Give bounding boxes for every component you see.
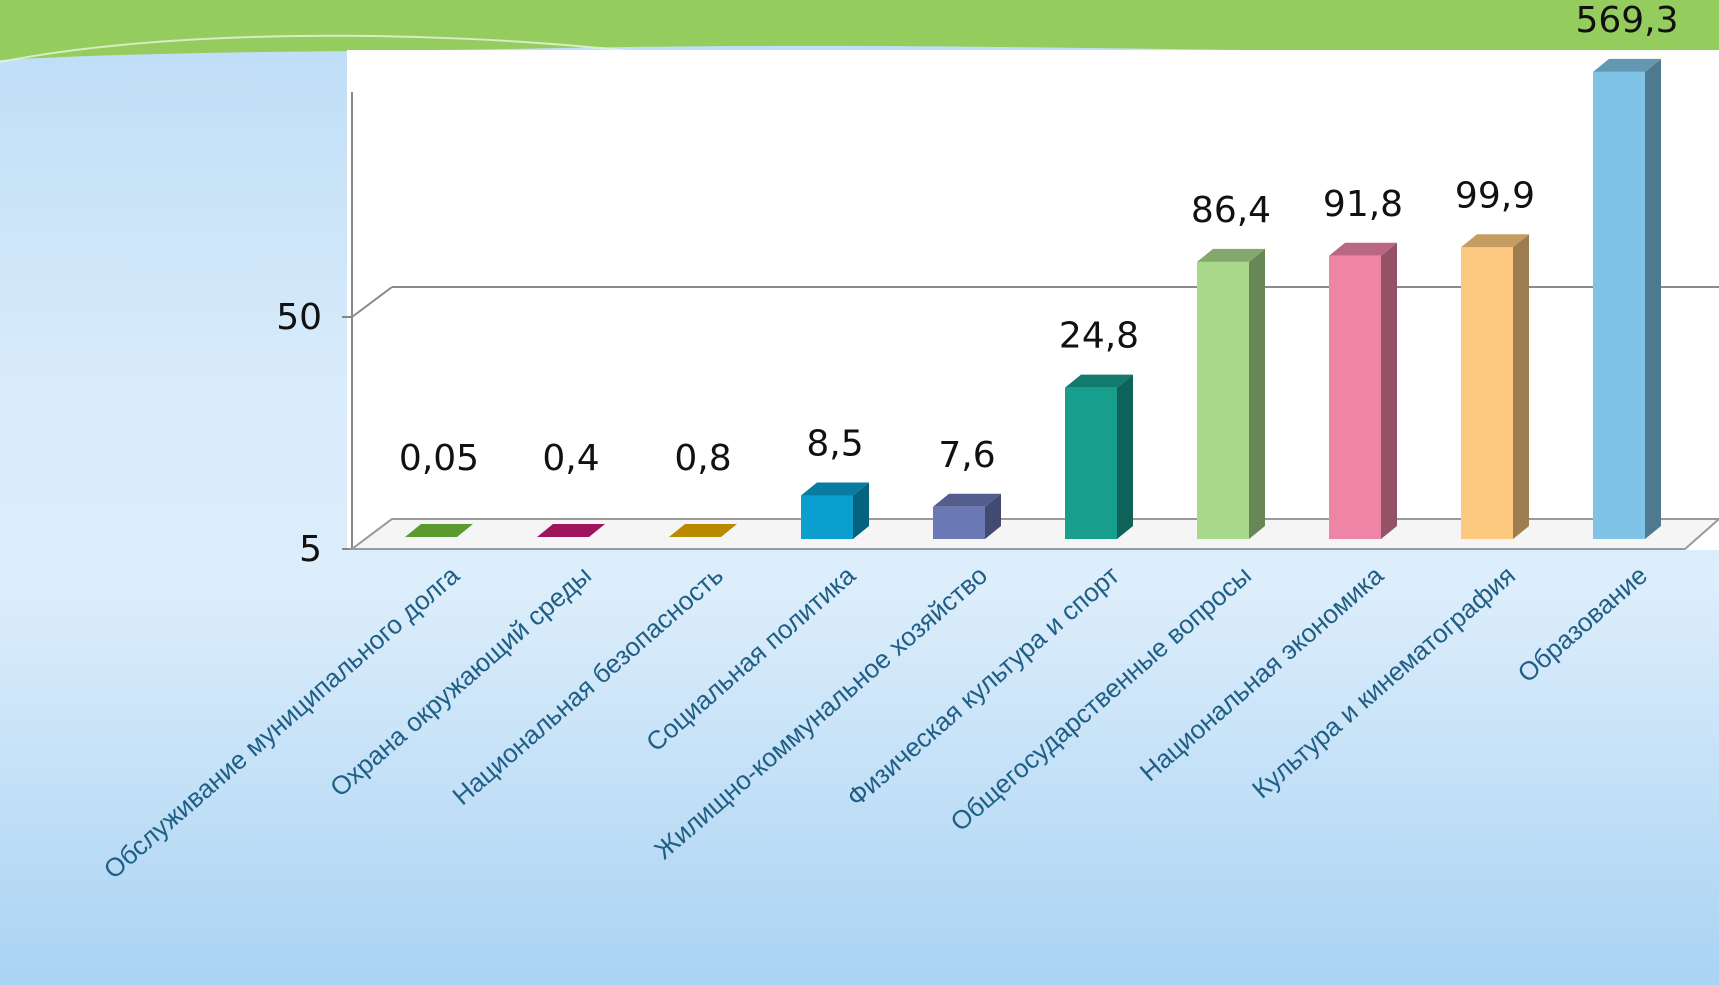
value-label-0: 0,05 — [399, 438, 479, 479]
category-label-3: Социальная политика — [640, 560, 861, 758]
bar-side-9 — [1645, 58, 1661, 540]
header-highlight-curve — [0, 34, 641, 63]
bar-side-7 — [1381, 242, 1397, 539]
bar-front-8 — [1461, 247, 1513, 539]
value-label-5: 24,8 — [1059, 316, 1139, 357]
category-label-8: Культура и кинематография — [1246, 560, 1521, 804]
bar-front-7 — [1329, 255, 1381, 539]
bar-side-3 — [853, 482, 869, 539]
bar-side-5 — [1117, 374, 1133, 539]
bar-top-8 — [1461, 234, 1529, 248]
bar-side-4 — [985, 493, 1001, 539]
value-label-4: 7,6 — [938, 435, 995, 476]
bar-front-9 — [1593, 71, 1645, 540]
bar-front-6 — [1197, 261, 1249, 539]
bar-top-6 — [1197, 248, 1265, 262]
bar-top-9 — [1593, 58, 1661, 72]
category-label-7: Национальная экономика — [1134, 560, 1389, 788]
bar-side-8 — [1513, 234, 1529, 539]
bar-front-3 — [801, 495, 853, 539]
category-label-2: Национальная безопасность — [446, 560, 728, 811]
bar-top-4 — [933, 493, 1001, 507]
bar-top-7 — [1329, 242, 1397, 256]
value-label-9: 569,3 — [1575, 0, 1678, 41]
y-tick-label-1: 50 — [276, 297, 322, 338]
y-tick-label-0: 5 — [299, 529, 322, 570]
bar-top-2 — [669, 524, 737, 537]
bar-top-3 — [801, 482, 869, 496]
value-label-6: 86,4 — [1191, 190, 1271, 231]
bar-top-1 — [537, 524, 605, 537]
value-label-8: 99,9 — [1455, 175, 1535, 216]
value-label-3: 8,5 — [806, 424, 863, 465]
bar-top-5 — [1065, 374, 1133, 388]
value-label-7: 91,8 — [1323, 184, 1403, 225]
bar-top-0 — [405, 524, 473, 537]
bar-side-6 — [1249, 248, 1265, 540]
value-label-1: 0,4 — [542, 438, 599, 479]
bar-front-4 — [933, 506, 985, 539]
green-header-band — [0, 0, 1719, 60]
value-label-2: 0,8 — [674, 438, 731, 479]
category-label-5: Физическая культура и спорт — [841, 560, 1125, 813]
category-label-9: Образование — [1512, 560, 1653, 688]
gridline-wall-1 — [351, 286, 393, 318]
category-label-1: Охрана окружающий среды — [324, 560, 597, 803]
bar-front-5 — [1065, 387, 1117, 539]
